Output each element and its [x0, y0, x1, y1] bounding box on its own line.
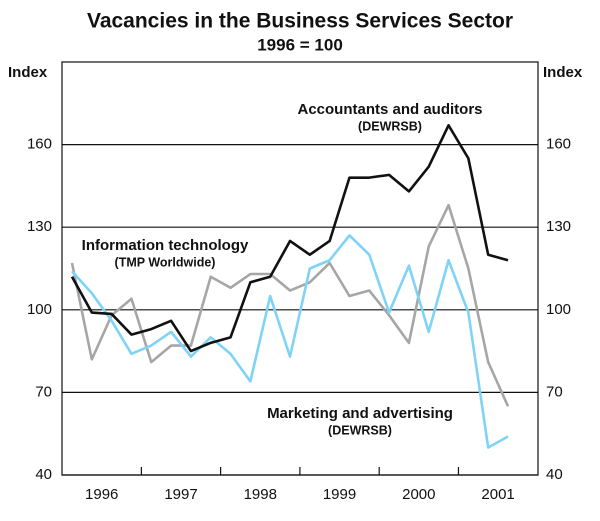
y-tick-label: 130 — [27, 218, 52, 235]
series-source: (TMP Worldwide) — [115, 255, 216, 269]
chart-title: Vacancies in the Business Services Secto… — [87, 10, 513, 33]
y-tick-label: 40 — [35, 466, 52, 483]
y2-tick-label: 100 — [546, 301, 571, 318]
chart-subtitle: 1996 = 100 — [257, 35, 343, 54]
y2-axis-label: Index — [543, 64, 583, 81]
x-tick-label: 1996 — [85, 486, 118, 503]
series-label: Marketing and advertising — [267, 405, 453, 422]
y2-tick-label: 130 — [546, 218, 571, 235]
y-tick-label: 160 — [27, 136, 52, 153]
y-tick-label: 70 — [35, 383, 52, 400]
y2-tick-label: 70 — [546, 383, 563, 400]
x-tick-label: 1999 — [323, 486, 356, 503]
y-axis-label: Index — [8, 64, 48, 81]
series-line — [71, 234, 509, 449]
x-tick-label: 2001 — [481, 486, 514, 503]
x-tick-label: 1997 — [164, 486, 197, 503]
y2-tick-label: 40 — [546, 466, 563, 483]
y2-tick-label: 160 — [546, 136, 571, 153]
series-source: (DEWRSB) — [358, 119, 422, 133]
y-tick-label: 100 — [27, 301, 52, 318]
x-tick-label: 1998 — [244, 486, 277, 503]
series-label: Information technology — [82, 237, 249, 254]
series-line — [70, 203, 510, 407]
series-label: Accountants and auditors — [297, 101, 482, 118]
series-line — [70, 124, 509, 353]
x-tick-label: 2000 — [402, 486, 435, 503]
series-source: (DEWRSB) — [328, 423, 392, 437]
